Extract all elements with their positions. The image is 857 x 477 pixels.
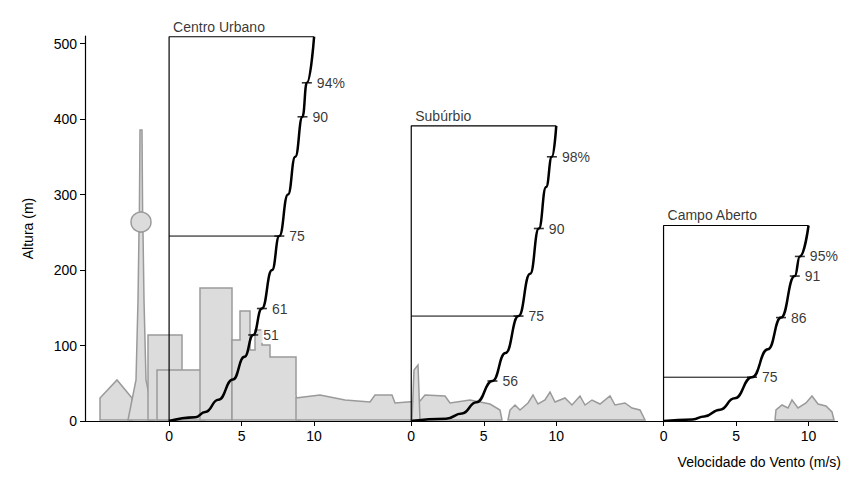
svg-text:5: 5 — [480, 428, 488, 444]
svg-text:500: 500 — [54, 36, 78, 52]
svg-text:90: 90 — [549, 221, 565, 237]
svg-text:95%: 95% — [810, 248, 838, 264]
svg-text:10: 10 — [548, 428, 564, 444]
svg-text:94%: 94% — [317, 75, 345, 91]
svg-text:75: 75 — [289, 228, 305, 244]
svg-text:400: 400 — [54, 111, 78, 127]
svg-text:91: 91 — [805, 268, 821, 284]
svg-text:Altura (m): Altura (m) — [20, 198, 36, 259]
svg-text:300: 300 — [54, 187, 78, 203]
svg-text:200: 200 — [54, 262, 78, 278]
svg-text:75: 75 — [762, 369, 778, 385]
svg-text:61: 61 — [272, 301, 288, 317]
svg-text:56: 56 — [502, 373, 518, 389]
svg-text:10: 10 — [306, 428, 322, 444]
svg-text:98%: 98% — [562, 149, 590, 165]
svg-text:Velocidade do Vento (m/s): Velocidade do Vento (m/s) — [678, 454, 841, 470]
svg-text:Campo Aberto: Campo Aberto — [668, 207, 758, 223]
svg-text:10: 10 — [801, 428, 817, 444]
svg-text:Centro Urbano: Centro Urbano — [173, 19, 265, 35]
svg-text:Subúrbio: Subúrbio — [415, 108, 471, 124]
svg-text:90: 90 — [313, 109, 329, 125]
svg-text:100: 100 — [54, 338, 78, 354]
svg-text:86: 86 — [791, 310, 807, 326]
svg-text:0: 0 — [165, 428, 173, 444]
svg-text:0: 0 — [69, 413, 77, 429]
svg-text:5: 5 — [238, 428, 246, 444]
svg-text:75: 75 — [529, 308, 545, 324]
svg-text:0: 0 — [407, 428, 415, 444]
svg-text:5: 5 — [732, 428, 740, 444]
svg-text:51: 51 — [263, 327, 279, 343]
svg-text:0: 0 — [660, 428, 668, 444]
